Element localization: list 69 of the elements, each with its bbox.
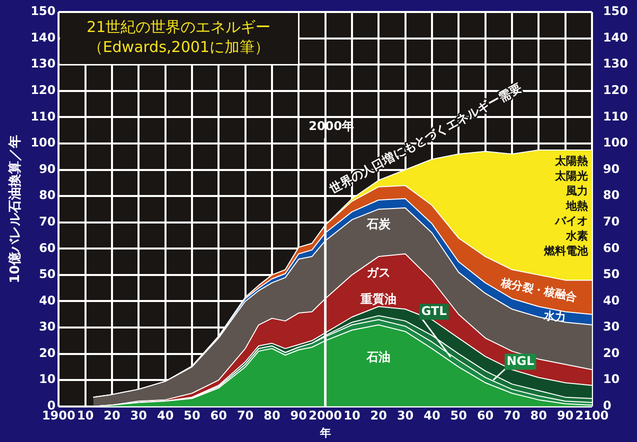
x-tick-label: 2000 bbox=[308, 408, 342, 423]
y2-tick-label: 20 bbox=[602, 346, 620, 360]
y-tick-label: 120 bbox=[30, 83, 56, 98]
y2-tick-label: 80 bbox=[602, 188, 620, 202]
series-label: 核分裂・核融合 bbox=[498, 276, 579, 304]
y-tick-label: 70 bbox=[38, 214, 56, 228]
y2-tick-label: 130 bbox=[602, 56, 628, 71]
x-tick-label: 40 bbox=[424, 408, 440, 423]
y2-tick-label: 150 bbox=[602, 4, 628, 18]
x-tick-label: 60 bbox=[476, 408, 494, 423]
x-tick-label: 90 bbox=[556, 408, 574, 423]
y2-tick-label: 100 bbox=[602, 136, 628, 150]
x-axis-title: 年 bbox=[318, 426, 331, 440]
series-label: NGL bbox=[506, 354, 535, 368]
chart-title: 21世紀の世界のエネルギー bbox=[86, 17, 272, 37]
x-tick-label: 90 bbox=[290, 408, 307, 423]
series-label: ガス bbox=[366, 266, 391, 280]
x-tick-label: 70 bbox=[504, 408, 520, 423]
y-tick-label: 30 bbox=[38, 320, 56, 334]
y2-tick-label: 40 bbox=[602, 293, 620, 308]
annotation: 燃料電池 bbox=[542, 244, 589, 258]
y-tick-label: 100 bbox=[30, 136, 56, 150]
x-tick-label: 20 bbox=[370, 408, 387, 423]
annotation: バイオ bbox=[554, 214, 588, 228]
x-tick-label: 60 bbox=[210, 408, 227, 423]
x-tick-label: 80 bbox=[264, 408, 280, 423]
title-panel: 21世紀の世界のエネルギー （Edwards,2001に加筆） bbox=[60, 13, 298, 64]
series-label: 重質油 bbox=[360, 292, 397, 306]
y2-tick-label: 50 bbox=[602, 267, 620, 282]
y-tick-label: 40 bbox=[38, 293, 56, 308]
annotation: 地熱 bbox=[564, 200, 588, 213]
y-tick-label: 20 bbox=[38, 346, 56, 360]
y-tick-label: 60 bbox=[38, 240, 56, 255]
y2-tick-label: 140 bbox=[602, 30, 628, 44]
x-tick-label: 20 bbox=[104, 408, 120, 423]
series-label: 石油 bbox=[366, 350, 391, 364]
x-tick-label: 2100 bbox=[575, 408, 609, 423]
y-tick-label: 80 bbox=[38, 188, 56, 202]
x-tick-label: 1900 bbox=[42, 408, 76, 423]
x-tick-label: 70 bbox=[236, 408, 254, 423]
y2-tick-label: 70 bbox=[602, 214, 620, 228]
x-tick-label: 10 bbox=[76, 408, 94, 423]
y-tick-label: 10 bbox=[38, 372, 56, 386]
x-tick-label: 50 bbox=[450, 408, 467, 423]
y2-tick-label: 10 bbox=[602, 372, 620, 386]
y-tick-label: 130 bbox=[30, 56, 56, 71]
x-tick-label: 30 bbox=[130, 408, 147, 423]
y-axis-title: 10億バレル石油換算／年 bbox=[7, 135, 24, 284]
y-tick-label: 150 bbox=[30, 4, 56, 18]
y-tick-label: 50 bbox=[38, 267, 56, 282]
annotation: 太陽熱 bbox=[554, 154, 588, 168]
series-label: 石炭 bbox=[366, 217, 392, 232]
y2-tick-label: 110 bbox=[602, 109, 628, 124]
y-tick-label: 140 bbox=[30, 30, 56, 44]
y-tick-label: 110 bbox=[30, 109, 56, 124]
annotation: 水素 bbox=[564, 230, 588, 243]
series-label: GTL bbox=[421, 304, 448, 318]
x-tick-label: 10 bbox=[344, 408, 360, 423]
annotation: 風力 bbox=[564, 184, 588, 198]
x-tick-label: 50 bbox=[184, 408, 200, 423]
y2-tick-label: 90 bbox=[602, 162, 620, 176]
y2-tick-label: 60 bbox=[602, 240, 620, 255]
x-tick-label: 30 bbox=[396, 408, 414, 423]
y2-tick-label: 120 bbox=[602, 83, 628, 98]
x-tick-label: 80 bbox=[530, 408, 547, 423]
y2-tick-label: 30 bbox=[602, 320, 620, 334]
y-tick-label: 90 bbox=[38, 162, 56, 176]
annotation: 太陽光 bbox=[554, 170, 588, 183]
x-tick-label: 40 bbox=[156, 408, 174, 423]
